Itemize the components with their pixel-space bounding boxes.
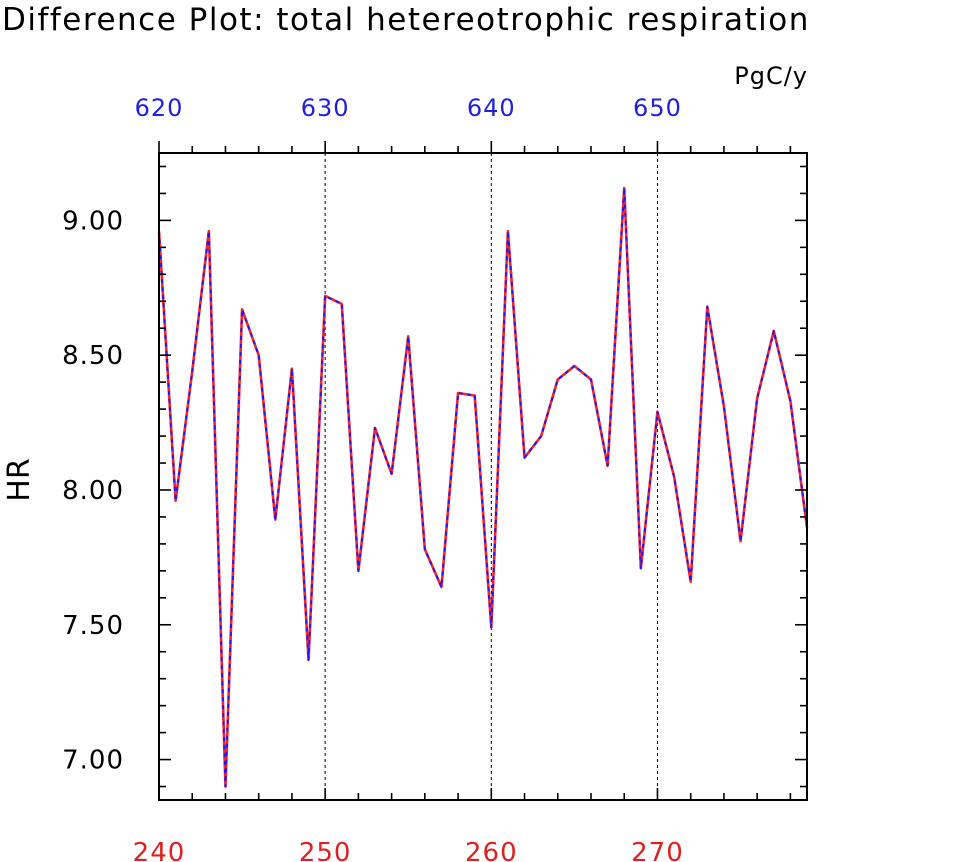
tick-labels: 7.00 7.50 8.00 8.50 9.00 240 250 260 270 620 630 64…	[62, 94, 684, 862]
plot-frame	[158, 152, 808, 801]
y-axis-label: HR	[2, 458, 37, 501]
units-label: PgC/y	[734, 62, 808, 90]
series-lines	[157, 186, 809, 788]
axes	[158, 141, 808, 801]
y-tick-label: 7.50	[62, 611, 124, 641]
x-tick-label-top: 630	[301, 94, 350, 122]
x-tick-label-top: 620	[135, 94, 184, 122]
y-tick-label: 7.00	[62, 746, 124, 776]
x-tick-label-bottom: 240	[133, 838, 186, 862]
x-tick-label-top: 650	[633, 94, 682, 122]
series-line-red	[157, 186, 809, 788]
chart-title: Difference Plot: total hetereotrophic re…	[2, 2, 810, 38]
x-tick-label-bottom: 250	[299, 838, 352, 862]
y-tick-label: 8.00	[62, 476, 124, 506]
y-tick-label: 8.50	[62, 341, 124, 371]
series-line-blue	[158, 187, 808, 788]
y-tick-label: 9.00	[62, 206, 124, 236]
x-tick-label-bottom: 270	[631, 838, 684, 862]
grid-lines	[324, 153, 658, 800]
x-tick-label-top: 640	[467, 94, 516, 122]
x-tick-label-bottom: 260	[465, 838, 518, 862]
